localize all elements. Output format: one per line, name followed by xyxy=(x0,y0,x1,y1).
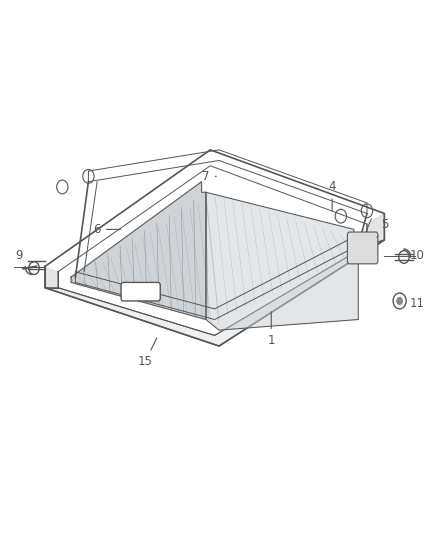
Text: 11: 11 xyxy=(410,297,424,310)
Polygon shape xyxy=(206,192,358,330)
Text: 5: 5 xyxy=(377,217,388,238)
Polygon shape xyxy=(367,214,385,245)
Polygon shape xyxy=(45,240,385,346)
Circle shape xyxy=(396,297,403,305)
FancyBboxPatch shape xyxy=(121,282,160,301)
Text: 9: 9 xyxy=(15,249,22,262)
Polygon shape xyxy=(71,182,206,319)
FancyBboxPatch shape xyxy=(347,232,378,264)
Text: 7: 7 xyxy=(202,170,216,183)
Text: 6: 6 xyxy=(93,223,120,236)
Text: 1: 1 xyxy=(268,312,275,347)
Text: 15: 15 xyxy=(138,338,157,368)
Text: 4: 4 xyxy=(328,181,336,211)
Text: 10: 10 xyxy=(410,249,424,262)
Polygon shape xyxy=(45,266,58,288)
